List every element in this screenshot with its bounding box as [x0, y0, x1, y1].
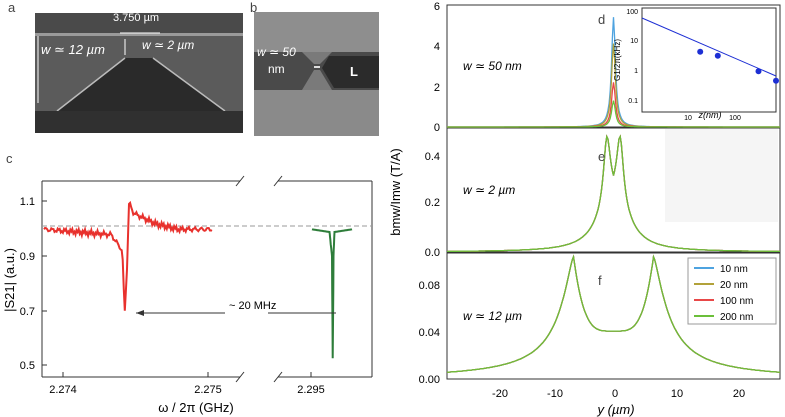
sem-a-w-right: w ≃ 2 µm	[142, 38, 195, 52]
f-ytick: 0.04	[419, 327, 440, 339]
e-ytick: 0.4	[425, 151, 440, 163]
legend-item: 10 nm	[720, 264, 748, 275]
legend-item: 100 nm	[720, 296, 753, 307]
f-xtick: -10	[547, 388, 563, 400]
panel-label-b: b	[250, 0, 258, 15]
f-frame	[446, 252, 781, 380]
d-w-label: w ≃ 50 nm	[463, 59, 522, 73]
legend-item: 200 nm	[720, 312, 753, 323]
shared-ylabel: bmw/Imw (T/A)	[388, 148, 403, 235]
c-ytick: 0.9	[20, 251, 35, 263]
c-yticks: 1.1 0.9 0.7 0.5	[20, 196, 47, 372]
panel-label-f: f	[598, 273, 602, 288]
inset-ylabel: G1/2π(kHz)	[613, 39, 622, 81]
c-red-series	[43, 200, 213, 311]
f-w-label: w ≃ 12 µm	[463, 309, 522, 323]
c-break-mark	[273, 175, 283, 187]
f-ytick: 0.00	[419, 374, 440, 386]
f-yticks: 0.00 0.04 0.08	[419, 280, 440, 386]
sem-b-L: L	[350, 64, 358, 79]
inset-xtick: 100	[729, 115, 741, 122]
c-xlabel: ω / 2π (GHz)	[158, 400, 233, 415]
sem-b-w-unit: nm	[268, 62, 285, 76]
c-break-mark	[273, 371, 283, 383]
f-xtick: -20	[492, 388, 508, 400]
f-xtick: 20	[733, 388, 745, 400]
d-yticks: 0 2 4 6	[434, 1, 440, 134]
inset-xlabel: z(nm)	[698, 110, 722, 120]
panel-label-e: e	[598, 149, 605, 164]
chart-def: 0 2 4 6 0.0 0.2 0.4 0.00 0.04 0.08 -20 -…	[388, 1, 781, 417]
c-xtick: 2.295	[297, 384, 325, 396]
d-ytick: 4	[434, 41, 440, 53]
panel-label-d: d	[598, 12, 605, 27]
sem-b-w-label: w ≃ 50	[257, 45, 296, 59]
f-ytick: 0.08	[419, 280, 440, 292]
e-series-3	[447, 134, 780, 253]
e-ytick: 0.0	[425, 247, 440, 259]
c-ylabel: |S21| (a.u.)	[2, 248, 17, 312]
inset-point	[697, 48, 704, 55]
d-ytick: 2	[434, 82, 440, 94]
inset-point	[773, 77, 779, 84]
inset-point	[714, 52, 721, 59]
panel-label-c: c	[6, 151, 13, 166]
legend-item: 20 nm	[720, 280, 748, 291]
sem-image-b: w ≃ 50 nm L	[254, 12, 379, 136]
f-xtick: 0	[612, 388, 618, 400]
d-inset: 100 10 1 0.1 10 100 z(nm) G1/2π(kHz)	[613, 7, 779, 122]
inset-fit-line	[641, 17, 777, 77]
c-green-series	[311, 228, 353, 359]
e-blank-area	[665, 129, 778, 222]
inset-xtick: 10	[684, 115, 692, 122]
inset-ytick: 10	[630, 38, 638, 45]
f-series-3	[447, 254, 780, 373]
c-arrowhead	[136, 310, 144, 316]
sem-b-drawing	[254, 12, 379, 136]
sem-image-a: 3.750 µm w ≃ 12 µm w ≃ 2 µm	[35, 13, 243, 133]
legend: 10 nm 20 nm 100 nm 200 nm	[687, 257, 777, 325]
d-ytick: 6	[434, 1, 440, 13]
d-series-3	[447, 100, 780, 128]
c-ytick: 0.5	[20, 360, 35, 372]
c-ytick: 0.7	[20, 306, 35, 318]
e-yticks: 0.0 0.2 0.4	[425, 151, 440, 259]
c-ytick: 1.1	[20, 196, 35, 208]
inset-ytick: 0.1	[628, 98, 638, 105]
c-break-mark	[235, 175, 245, 187]
e-frame	[446, 127, 781, 253]
d-frame	[446, 4, 781, 128]
sem-a-drawing	[35, 13, 243, 133]
d-ytick: 0	[434, 122, 440, 134]
e-ytick: 0.2	[425, 197, 440, 209]
c-xticks: 2.274 2.275 2.295	[49, 372, 325, 396]
f-xtick: 10	[671, 388, 683, 400]
f-xticks: -20 -10 0 10 20	[492, 388, 745, 400]
panel-label-a: a	[8, 0, 16, 15]
inset-ytick: 1	[634, 68, 638, 75]
sem-a-top-width: 3.750 µm	[113, 13, 160, 24]
e-w-label: w ≃ 2 µm	[463, 183, 515, 197]
shared-xlabel: y (µm)	[596, 402, 634, 417]
chart-c: 1.1 0.9 0.7 0.5 2.274 2.275 2.295 ~ 20 M…	[2, 175, 373, 415]
c-annotation: ~ 20 MHz	[229, 300, 276, 312]
inset-ytick: 100	[626, 9, 638, 16]
c-xtick: 2.274	[49, 384, 77, 396]
c-xtick: 2.275	[194, 384, 222, 396]
sem-a-w-left: w ≃ 12 µm	[41, 42, 105, 57]
c-break-mark	[235, 371, 245, 383]
inset-point	[755, 68, 762, 75]
def-curves	[447, 17, 780, 373]
